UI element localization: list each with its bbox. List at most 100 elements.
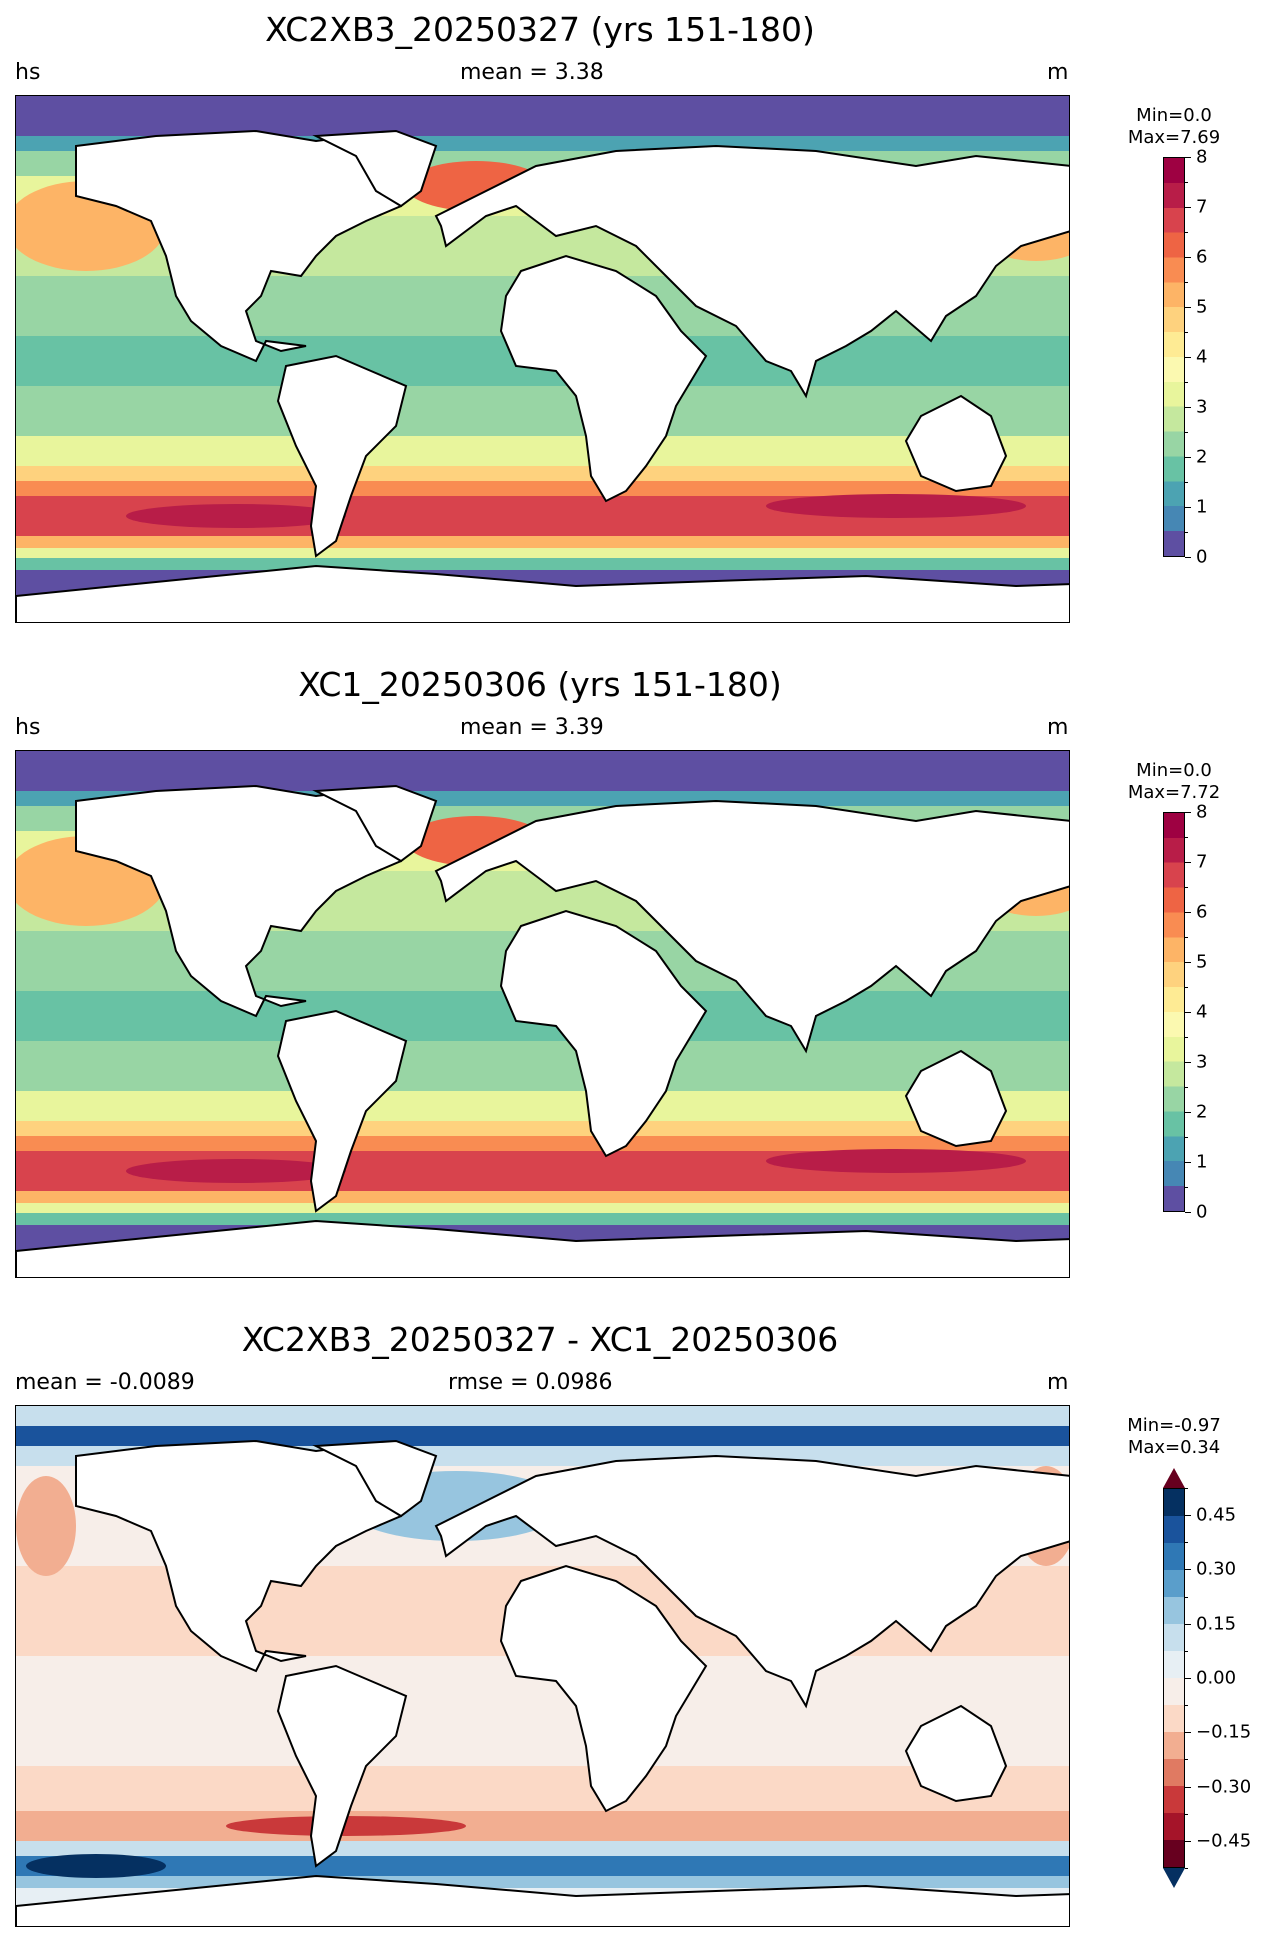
colorbar-min: Min=0.0 <box>1136 760 1212 781</box>
panel-title: XC2XB3_20250327 - XC1_20250306 <box>241 1320 839 1359</box>
colorbar-minor-tick <box>1185 1087 1188 1088</box>
colorbar-minor-tick <box>1185 507 1188 508</box>
colorbar-minor-tick <box>1185 332 1188 333</box>
map-plot <box>15 750 1070 1278</box>
wave-band <box>16 751 1069 791</box>
colorbar-minor-tick <box>1185 1162 1188 1163</box>
colorbar-minor-tick <box>1185 457 1188 458</box>
colorbar-tick-label: −0.45 <box>1196 1830 1252 1852</box>
colorbar-tick-label: 0 <box>1196 1201 1208 1223</box>
colorbar-minor-tick <box>1185 1569 1188 1571</box>
wave-feature <box>766 494 1026 518</box>
colorbar-tick <box>1185 862 1191 863</box>
colorbar-max: Max=7.72 <box>1127 782 1221 803</box>
land-outline <box>276 1009 408 1213</box>
wave-feature <box>766 1149 1026 1173</box>
colorbar-tick-label: 6 <box>1196 246 1208 268</box>
colorbar-tick-label: 3 <box>1196 396 1208 418</box>
colorbar-tick <box>1185 1840 1191 1842</box>
colorbar-minor-tick <box>1185 1840 1188 1842</box>
colorbar-minor-tick <box>1185 257 1188 258</box>
wave-band <box>16 96 1069 136</box>
colorbar-tick <box>1185 1678 1191 1679</box>
mean-label: mean = 3.38 <box>460 60 604 85</box>
colorbar-tick <box>1185 1786 1191 1788</box>
wave-band <box>16 548 1069 558</box>
wave-band <box>16 1091 1069 1121</box>
land-outline <box>16 564 1069 622</box>
wave-band <box>16 1426 1069 1446</box>
wave-feature <box>226 1816 466 1836</box>
units-label: m <box>1047 1370 1069 1395</box>
colorbar-tick <box>1185 507 1191 508</box>
wave-band <box>16 1766 1069 1811</box>
colorbar-minor-tick <box>1185 182 1188 183</box>
colorbar-minor-tick <box>1185 282 1188 283</box>
wave-band <box>16 1876 1069 1888</box>
colorbar-minor-tick <box>1185 987 1188 988</box>
land-outline <box>904 1049 1008 1148</box>
colorbar-tick <box>1185 912 1191 913</box>
colorbar-tick <box>1185 962 1191 963</box>
land-outline <box>16 1874 1069 1926</box>
colorbar-minor-tick <box>1185 937 1188 938</box>
colorbar-minor-tick <box>1185 1012 1188 1013</box>
colorbar-tick-label: 4 <box>1196 346 1208 368</box>
land-outline <box>16 1219 1069 1277</box>
land-outline <box>434 1454 1069 1709</box>
colorbar-tick-label: −0.15 <box>1196 1721 1252 1743</box>
colorbar-minor-tick <box>1185 837 1188 838</box>
wave-height-map <box>16 751 1069 1277</box>
colorbar-tick-label: 0.15 <box>1196 1613 1237 1635</box>
colorbar-tick <box>1185 1212 1191 1213</box>
colorbar-tick <box>1185 557 1191 558</box>
colorbar-minor-tick <box>1185 1542 1188 1544</box>
land-outline <box>434 799 1069 1054</box>
panel-title: XC1_20250306 (yrs 151-180) <box>298 665 782 704</box>
colorbar-tick-label: 8 <box>1196 801 1208 823</box>
colorbar-minor-tick <box>1185 1623 1188 1625</box>
colorbar-minor-tick <box>1185 357 1188 358</box>
colorbar-minor-tick <box>1185 1759 1188 1761</box>
colorbar-tick-label: 6 <box>1196 901 1208 923</box>
panel-title: XC2XB3_20250327 (yrs 151-180) <box>265 10 815 49</box>
colorbar-minor-tick <box>1185 1037 1188 1038</box>
wave-height-map <box>16 96 1069 622</box>
colorbar-min: Min=-0.97 <box>1127 1415 1221 1436</box>
colorbar-max: Max=7.69 <box>1127 127 1221 148</box>
colorbar-tick-label: 0.00 <box>1196 1667 1237 1689</box>
mean-label: mean = 3.39 <box>460 715 604 740</box>
colorbar-extend-bottom <box>1163 1868 1185 1888</box>
colorbar-minor-tick <box>1185 207 1188 208</box>
land-outline <box>499 1564 708 1813</box>
colorbar-minor-tick <box>1185 1515 1188 1517</box>
land-outline <box>904 394 1008 493</box>
colorbar-minor-tick <box>1185 1732 1188 1734</box>
land-outline <box>312 129 438 208</box>
colorbar <box>1163 812 1185 1212</box>
variable-label: hs <box>15 60 41 85</box>
land-outline <box>499 909 708 1158</box>
colorbar-minor-tick <box>1185 1813 1188 1815</box>
colorbar-tick-label: 2 <box>1196 1101 1208 1123</box>
land-outline <box>499 254 708 503</box>
colorbar-tick-label: 0.45 <box>1196 1504 1237 1526</box>
wave-band <box>16 1811 1069 1841</box>
wave-band <box>16 1191 1069 1203</box>
colorbar-tick <box>1185 1012 1191 1013</box>
colorbar-minor-tick <box>1185 1187 1188 1188</box>
colorbar-tick <box>1185 1623 1191 1625</box>
colorbar-tick-label: 3 <box>1196 1051 1208 1073</box>
difference-map <box>16 1406 1069 1926</box>
colorbar-tick <box>1185 1062 1191 1063</box>
mean-label: mean = -0.0089 <box>15 1370 195 1395</box>
colorbar-minor-tick <box>1185 1062 1188 1063</box>
colorbar-minor-tick <box>1185 812 1188 813</box>
colorbar-tick-label: 0.30 <box>1196 1558 1237 1580</box>
land-outline <box>904 1704 1008 1803</box>
colorbar-tick <box>1185 457 1191 458</box>
wave-band <box>16 466 1069 481</box>
colorbar-tick <box>1185 357 1191 358</box>
wave-band <box>16 481 1069 496</box>
colorbar-minor-tick <box>1185 382 1188 383</box>
